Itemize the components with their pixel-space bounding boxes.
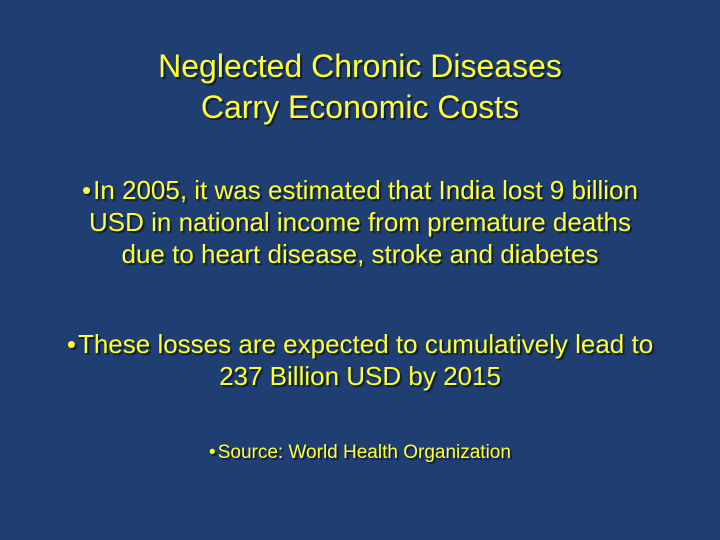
bullet-line: due to heart disease, stroke and diabete… [121, 239, 599, 269]
bullet-text: In 2005, it was estimated that India los… [93, 175, 638, 205]
bullet-line: •In 2005, it was estimated that India lo… [18, 174, 702, 206]
bullet-line: •These losses are expected to cumulative… [18, 328, 702, 360]
bullet-line: • Source: World Health Organization [18, 441, 702, 465]
bullet-source: • Source: World Health Organization [18, 441, 702, 465]
bullet-text: These losses are expected to cumulativel… [77, 329, 654, 359]
bullet-economic-loss: •In 2005, it was estimated that India lo… [18, 174, 702, 270]
bullet-marker: • [82, 175, 92, 205]
bullet-marker: • [209, 442, 216, 463]
bullet-cumulative-loss: •These losses are expected to cumulative… [18, 328, 702, 392]
slide-title: Neglected Chronic Diseases Carry Economi… [60, 46, 660, 128]
source-text: Source: World Health Organization [217, 442, 511, 463]
bullet-line: USD in national income from premature de… [89, 207, 631, 237]
bullet-line: 237 Billion USD by 2015 [219, 361, 501, 391]
title-line-1: Neglected Chronic Diseases [158, 48, 562, 84]
bullet-marker: • [66, 329, 76, 359]
title-line-2: Carry Economic Costs [200, 89, 520, 125]
